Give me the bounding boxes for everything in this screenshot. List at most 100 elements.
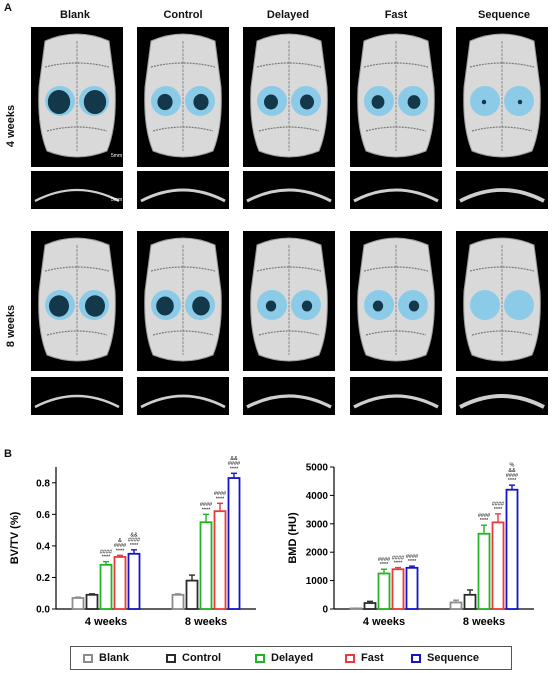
column-header-sequence: Sequence [478,9,530,21]
panel-b-label: B [4,448,12,460]
cross-section-image-sequence-4w [456,171,548,209]
bmd-bar-0-2 [377,572,391,610]
skull-image-sequence-4w [456,27,548,167]
skull-image-fast-4w [350,27,442,167]
bmd-bar-1-3 [491,521,505,610]
legend-swatch-blank [83,653,93,663]
legend-label-fast: Fast [361,652,384,664]
legend: Blank Control Delayed Fast Sequence [70,646,512,670]
skull-image-sequence-8w [456,231,548,371]
bmd-annotation-1-2-1: **** [480,518,489,524]
bmd-annotation-1-4-3: **** [508,478,517,484]
legend-item-fast: Fast [345,647,384,669]
bmd-y-tick-label-4: 4000 [306,491,329,502]
cross-section-image-delayed-4w [243,171,335,209]
skull-image-blank-8w [31,231,123,371]
cross-section-image-delayed-8w [243,377,335,415]
legend-item-sequence: Sequence [411,647,479,669]
bmd-x-tick-label-1: 8 weeks [463,616,505,628]
bmd-bar-1-0 [449,601,463,610]
bvtv-annotation-1-4-2: #### [228,461,241,467]
bvtv-annotation-1-4-1: && [230,456,238,462]
legend-item-blank: Blank [83,647,129,669]
bvtv-bar-0-3 [113,556,127,610]
scale-bar-label: 5mm [111,153,123,159]
bvtv-y-tick-label-1: 0.2 [36,573,50,584]
bvtv-y-tick-label-2: 0.4 [36,541,50,552]
legend-label-blank: Blank [99,652,129,664]
bv-tv-bar-chart: 0.00.20.40.60.8BV/TV (%) ####****&####***… [9,455,256,628]
bvtv-annotation-1-2-1: **** [202,507,211,513]
bmd-bar-1-2 [477,532,491,610]
bmd-y-tick-label-3: 3000 [306,519,329,530]
column-header-control: Control [163,9,203,21]
cross-section-image-control-8w [137,377,229,415]
legend-swatch-delayed [255,653,265,663]
skull-image-control-4w [137,27,229,167]
legend-item-delayed: Delayed [255,647,313,669]
skull-image-control-8w [137,231,229,371]
bvtv-annotation-1-3-0: #### [214,491,227,497]
bmd-annotation-0-4-0: #### [406,554,419,560]
bvtv-annotation-0-4-2: **** [130,543,139,549]
bvtv-bar-0-0 [71,597,85,610]
row-label-8-weeks: 8 weeks [5,304,17,348]
bvtv-annotation-1-4-0: %% [229,455,239,457]
skull-image-fast-8w [350,231,442,371]
scale-bar-label-strip: 5mm [111,197,123,203]
bvtv-y-tick-label-4: 0.8 [36,478,50,489]
cross-section-image-fast-4w [350,171,442,209]
bvtv-y-tick-label-0: 0.0 [36,605,50,616]
cross-section-image-sequence-8w [456,377,548,415]
bmd-annotation-1-3-1: **** [494,507,503,513]
bmd-y-tick-label-1: 1000 [306,576,329,587]
bvtv-annotation-0-3-1: #### [114,543,127,549]
bvtv-annotation-1-2-0: #### [200,502,213,508]
cross-section-image-blank-4w [31,171,123,209]
bmd-y-tick-label-2: 2000 [306,548,329,559]
bmd-annotation-0-2-1: **** [380,562,389,568]
bvtv-annotation-1-3-1: **** [216,496,225,502]
bmd-annotation-1-4-0: % [510,463,515,469]
bvtv-y-axis-label: BV/TV (%) [9,511,21,564]
bmd-y-tick-label-0: 0 [322,605,328,616]
bvtv-annotation-0-2-1: **** [102,555,111,561]
bvtv-annotation-1-4-3: **** [230,466,239,472]
bmd-bar-1-4 [505,488,519,610]
bvtv-annotation-0-4-1: #### [128,538,141,544]
bmd-bar-0-3 [391,568,405,610]
bmd-annotation-1-3-0: #### [492,502,505,508]
bmd-y-axis-label: BMD (HU) [287,512,299,564]
bmd-annotation-1-4-1: && [508,468,516,474]
bvtv-annotation-0-2-0: #### [100,549,113,555]
bmd-annotation-0-3-1: **** [394,561,403,567]
column-header-delayed: Delayed [266,9,310,21]
bvtv-x-tick-label-1: 8 weeks [185,616,227,628]
bvtv-x-tick-label-0: 4 weeks [85,616,127,628]
legend-item-control: Control [166,647,221,669]
skull-image-blank-4w [31,27,123,167]
column-header-fast: Fast [384,9,408,21]
bvtv-bar-1-2 [199,521,213,610]
bmd-annotation-0-3-0: #### [392,555,405,561]
bvtv-bar-0-1 [85,593,99,610]
bvtv-bar-0-2 [99,563,113,610]
cross-section-image-blank-8w [31,377,123,415]
bvtv-y-tick-label-3: 0.6 [36,510,50,521]
bmd-annotation-1-4-2: #### [506,473,519,479]
legend-swatch-sequence [411,653,421,663]
legend-label-control: Control [182,652,222,664]
column-header-blank: Blank [60,9,90,21]
bmd-y-tick-label-5: 5000 [306,463,329,474]
bmd-bar-1-1 [463,593,477,610]
bmd-annotation-1-2-0: #### [478,513,491,519]
legend-label-delayed: Delayed [271,652,314,664]
bmd-bar-0-1 [363,602,377,610]
panel-a-label: A [4,2,12,14]
bmd-annotation-0-4-1: **** [408,559,417,565]
bvtv-bar-1-0 [171,593,185,610]
row-label-4-weeks: 4 weeks [5,104,17,148]
skull-image-delayed-4w [243,27,335,167]
cross-section-image-fast-8w [350,377,442,415]
